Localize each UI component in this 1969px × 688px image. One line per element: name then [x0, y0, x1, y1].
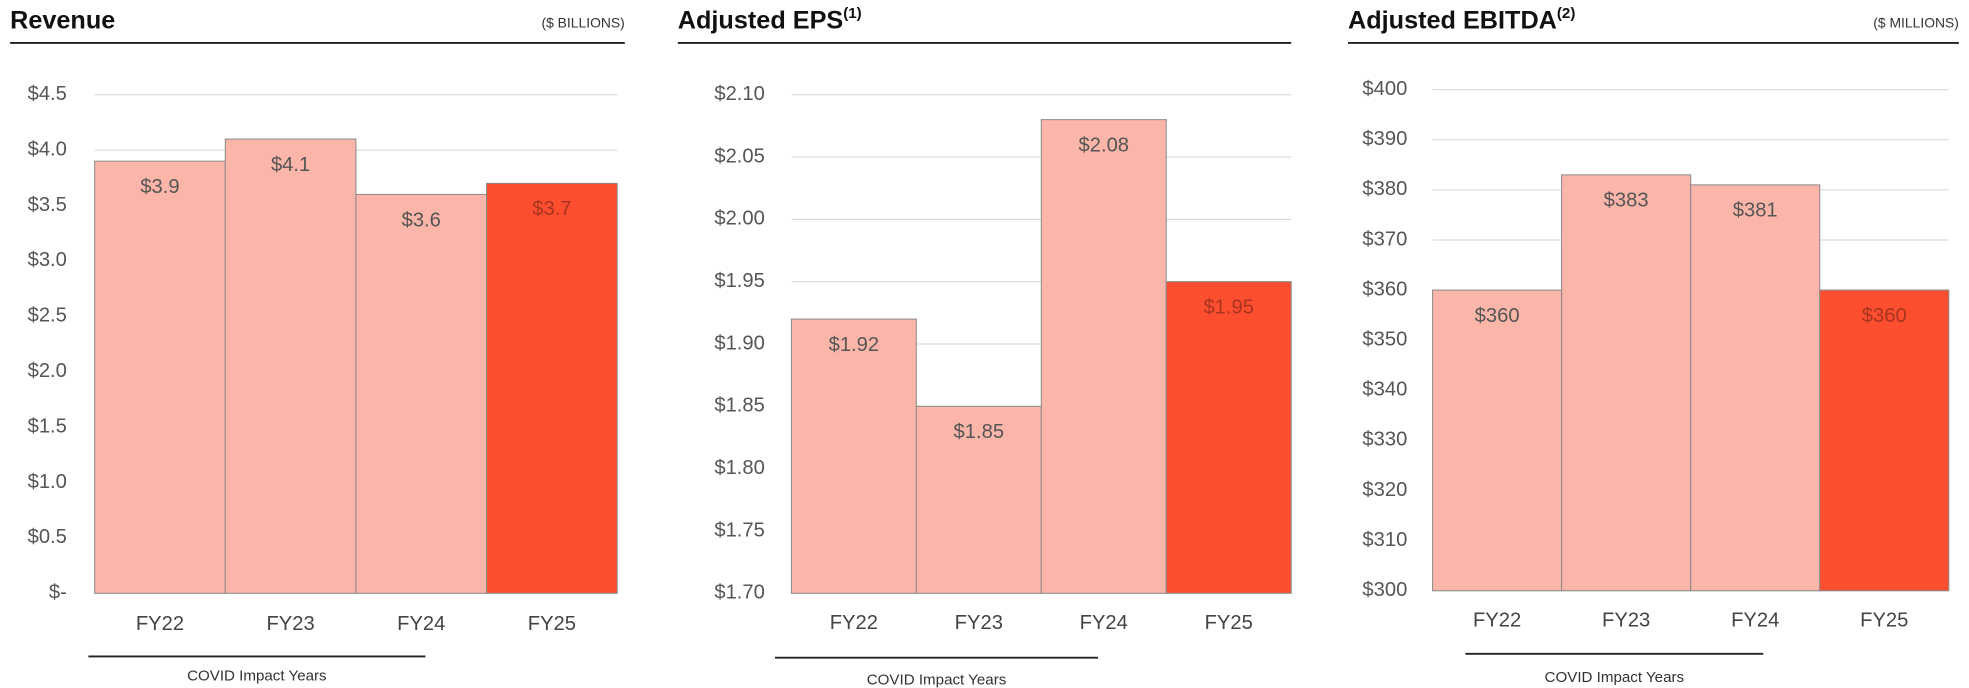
x-tick-label: FY24 [397, 613, 445, 635]
annotation: COVID Impact Years [867, 671, 1007, 688]
bar [1165, 281, 1292, 594]
x-tick-label: FY22 [1473, 609, 1521, 631]
bar [355, 193, 488, 594]
bar [486, 182, 618, 594]
bar [790, 318, 917, 594]
bar [915, 405, 1042, 594]
y-tick-label: $350 [1362, 329, 1407, 351]
y-tick-label: $1.0 [28, 471, 67, 493]
y-tick-label: $300 [1362, 579, 1407, 601]
value-label: $360 [1862, 305, 1907, 327]
chart-panel: Adjusted EPS(1) $1.70 $1.75 $1.80 $1.85 $1.90… [677, 5, 1292, 688]
y-tick-label: $3.0 [28, 249, 67, 271]
chart-title: Revenue [10, 6, 115, 34]
y-tick-label: $3.5 [28, 194, 67, 216]
y-tick-label: $1.75 [714, 519, 765, 541]
value-label: $381 [1733, 200, 1778, 222]
y-tick-label: $1.5 [28, 415, 67, 437]
y-tick-label: $1.95 [714, 270, 765, 292]
value-label: $4.1 [271, 154, 310, 176]
x-tick-label: FY25 [1860, 609, 1908, 631]
y-tick-label: $1.85 [714, 395, 765, 417]
annotation: COVID Impact Years [187, 668, 327, 685]
chart-panel: Adjusted EBITDA(2) ($ MILLIONS) $300 $310 $3… [1348, 5, 1959, 686]
x-tick-label: FY22 [830, 612, 878, 634]
y-tick-label: $390 [1362, 128, 1407, 150]
y-tick-label: $340 [1362, 379, 1407, 401]
y-tick-label: $1.70 [714, 582, 765, 604]
y-tick-label: $2.0 [28, 360, 67, 382]
title-footnote: (2) [1557, 5, 1576, 22]
unit-label: ($ BILLIONS) [541, 15, 624, 31]
x-tick-label: FY24 [1080, 612, 1128, 634]
bar [1040, 119, 1167, 594]
x-tick-label: FY23 [1602, 609, 1650, 631]
title-footnote: (1) [843, 5, 861, 22]
chart-title-text: Adjusted EPS [678, 6, 843, 34]
y-tick-label: $0.5 [28, 526, 67, 548]
bar [1561, 174, 1692, 592]
bar [94, 160, 226, 594]
y-tick-label: $1.90 [714, 332, 765, 354]
value-label: $1.92 [829, 334, 880, 356]
x-tick-label: FY23 [266, 613, 314, 635]
chart-title: Adjusted EBITDA(2) [1348, 5, 1575, 34]
x-tick-label: FY22 [136, 613, 184, 635]
value-label: $383 [1604, 190, 1649, 212]
y-tick-label: $2.5 [28, 305, 67, 327]
unit-label: ($ MILLIONS) [1873, 15, 1959, 31]
y-tick-label: $2.00 [714, 208, 765, 230]
annotation: COVID Impact Years [1545, 669, 1685, 686]
chart-title-text: Adjusted EBITDA [1348, 6, 1557, 34]
chart-title-text: Revenue [10, 6, 115, 34]
value-label: $3.6 [402, 209, 441, 231]
y-tick-label: $380 [1362, 178, 1407, 200]
y-tick-label: $- [49, 582, 67, 604]
y-tick-label: $1.80 [714, 457, 765, 479]
y-tick-label: $400 [1362, 78, 1407, 100]
y-tick-label: $4.5 [28, 83, 67, 105]
value-label: $3.9 [140, 176, 179, 198]
value-label: $1.85 [954, 421, 1005, 443]
bar [1690, 184, 1821, 592]
x-tick-label: FY25 [528, 613, 576, 635]
bar [224, 138, 357, 594]
x-tick-label: FY23 [955, 612, 1003, 634]
y-tick-label: $320 [1362, 479, 1407, 501]
bar [1432, 289, 1563, 592]
value-label: $3.7 [532, 198, 571, 220]
y-tick-label: $370 [1362, 228, 1407, 250]
chart-panel: Revenue ($ BILLIONS) $- $0.5 $1.0 $1.5 $2.0 $2.… [10, 6, 625, 684]
chart-title: Adjusted EPS(1) [678, 5, 862, 34]
y-tick-label: $4.0 [28, 138, 67, 160]
x-tick-label: FY25 [1205, 612, 1253, 634]
y-tick-label: $360 [1362, 278, 1407, 300]
value-label: $1.95 [1203, 297, 1254, 319]
value-label: $2.08 [1079, 134, 1130, 156]
x-tick-label: FY24 [1731, 609, 1779, 631]
y-tick-label: $310 [1362, 529, 1407, 551]
y-tick-label: $2.10 [714, 83, 765, 105]
y-tick-label: $2.05 [714, 145, 765, 167]
bar [1819, 289, 1950, 592]
value-label: $360 [1475, 305, 1520, 327]
y-tick-label: $330 [1362, 429, 1407, 451]
